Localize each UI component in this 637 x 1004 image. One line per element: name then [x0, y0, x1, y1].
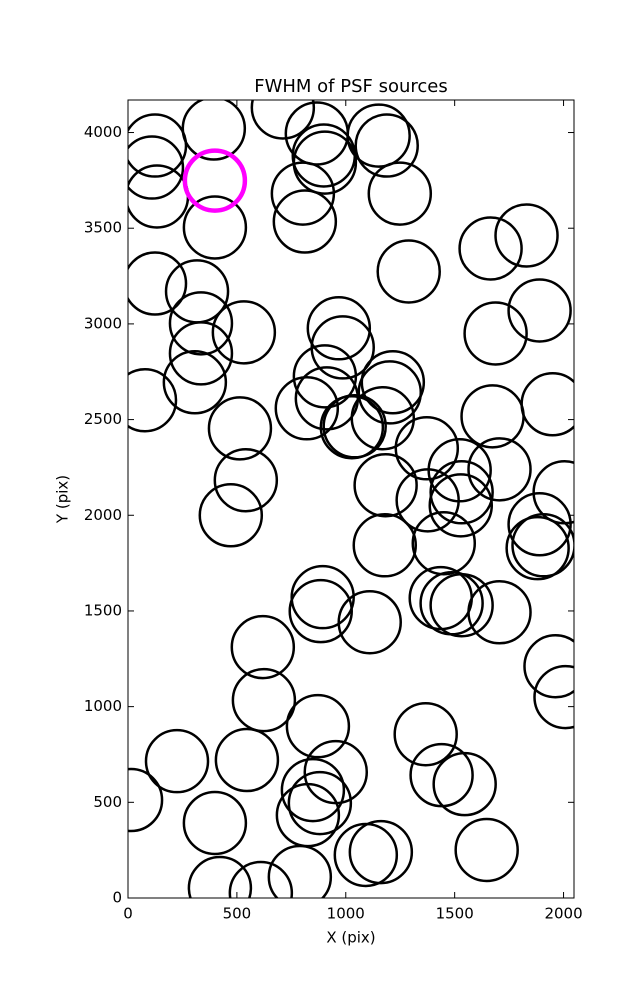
- source-marker: [303, 739, 369, 805]
- source-marker: [432, 751, 497, 817]
- source-marker: [429, 572, 494, 638]
- source-marker: [272, 189, 338, 254]
- y-tick-label: 3500: [84, 219, 122, 237]
- source-marker: [198, 483, 264, 548]
- source-marker: [507, 278, 572, 343]
- source-marker: [429, 460, 494, 525]
- source-marker: [207, 396, 273, 461]
- source-marker: [187, 855, 253, 898]
- y-tick-label: 2000: [84, 506, 122, 524]
- source-marker: [427, 438, 492, 503]
- source-marker: [458, 216, 523, 281]
- y-tick-label: 1500: [84, 601, 122, 619]
- plot-frame: [127, 99, 575, 899]
- source-marker: [523, 634, 574, 699]
- source-marker: [128, 767, 164, 833]
- source-marker: [505, 515, 570, 581]
- source-marker: [352, 513, 418, 578]
- source-marker: [467, 580, 532, 645]
- source-marker: [288, 578, 353, 644]
- y-tick-label: 500: [93, 793, 122, 811]
- x-tick-label: 1500: [436, 905, 474, 923]
- y-tick-label: 0: [112, 889, 122, 907]
- source-marker: [310, 315, 375, 380]
- source-marker: [467, 437, 532, 502]
- source-marker: [353, 452, 418, 518]
- source-marker: [128, 113, 188, 178]
- source-marker: [511, 513, 574, 578]
- source-marker: [292, 130, 358, 195]
- source-marker: [348, 819, 414, 885]
- source-marker: [144, 728, 210, 794]
- y-axis-label: Y (pix): [54, 475, 72, 524]
- source-marker: [270, 161, 336, 226]
- source-marker: [520, 372, 574, 437]
- source-marker: [128, 368, 178, 433]
- source-marker: [357, 360, 423, 425]
- source-marker: [287, 770, 353, 836]
- x-tick-label: 0: [123, 905, 133, 923]
- x-tick-label: 1000: [327, 905, 365, 923]
- source-marker: [284, 101, 350, 166]
- source-marker: [213, 447, 279, 513]
- source-marker: [285, 693, 351, 759]
- source-marker: [337, 589, 402, 655]
- source-marker: [394, 416, 460, 481]
- source-marker: [367, 161, 433, 226]
- source-marker: [280, 757, 346, 823]
- source-marker: [230, 614, 296, 680]
- x-axis-label: X (pix): [326, 929, 375, 947]
- x-tick-label: 500: [223, 905, 252, 923]
- source-marker: [214, 727, 280, 793]
- source-marker: [250, 100, 316, 140]
- source-marker: [306, 296, 372, 361]
- source-marker: [168, 291, 234, 356]
- plot-area: [128, 100, 574, 898]
- source-marker: [376, 239, 441, 304]
- source-marker: [162, 350, 228, 415]
- source-marker: [231, 667, 297, 733]
- source-marker: [533, 664, 574, 730]
- highlight-marker: [182, 148, 248, 213]
- source-marker: [411, 510, 477, 576]
- source-marker: [128, 251, 188, 316]
- source-marker: [463, 301, 528, 366]
- source-marker: [494, 203, 559, 268]
- y-tick-label: 3000: [84, 314, 122, 332]
- source-marker: [322, 394, 387, 459]
- source-marker: [228, 860, 294, 898]
- source-marker: [454, 817, 519, 883]
- source-marker: [164, 259, 230, 324]
- source-marker: [350, 385, 416, 451]
- source-marker: [354, 113, 419, 178]
- source-marker: [182, 790, 248, 856]
- chart-title: FWHM of PSF sources: [254, 76, 448, 97]
- source-marker: [360, 350, 426, 415]
- source-marker: [211, 300, 277, 365]
- x-tick-label: 2000: [544, 905, 582, 923]
- source-marker: [181, 100, 247, 161]
- y-tick-label: 4000: [84, 123, 122, 141]
- source-marker: [128, 135, 185, 200]
- source-marker: [274, 376, 340, 441]
- source-marker: [182, 195, 248, 260]
- y-tick-label: 2500: [84, 410, 122, 428]
- source-marker: [428, 473, 494, 538]
- source-marker: [393, 701, 458, 767]
- source-marker: [507, 492, 572, 557]
- y-tick-label: 1000: [84, 697, 122, 715]
